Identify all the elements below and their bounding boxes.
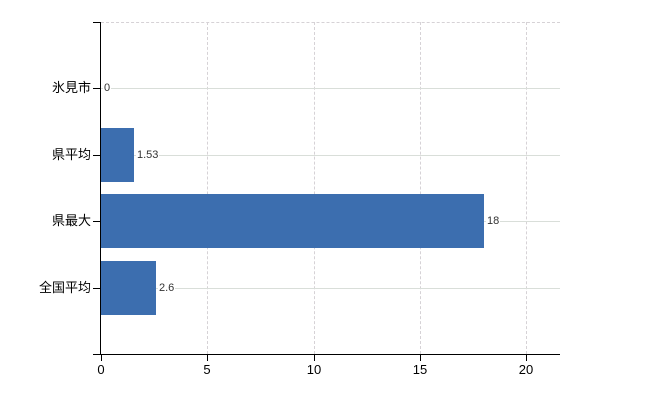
y-axis-tick xyxy=(93,155,100,156)
x-axis-tick xyxy=(526,355,527,361)
bar xyxy=(101,128,134,182)
category-label: 全国平均 xyxy=(38,280,91,295)
x-tick-label: 5 xyxy=(203,362,211,377)
x-tick-label: 15 xyxy=(412,362,428,377)
y-axis-line xyxy=(100,22,101,355)
y-axis-tick xyxy=(93,88,100,89)
x-axis-tick xyxy=(101,355,102,361)
category-label: 県平均 xyxy=(51,147,91,162)
x-axis-tick xyxy=(207,355,208,361)
grid-line-horizontal xyxy=(101,88,560,89)
value-label: 18 xyxy=(486,214,501,228)
x-tick-label: 10 xyxy=(306,362,322,377)
x-axis-tick xyxy=(314,355,315,361)
bar xyxy=(101,194,484,248)
value-label: 2.6 xyxy=(158,281,176,295)
grid-line-horizontal xyxy=(101,288,560,289)
x-axis-line xyxy=(93,354,560,355)
value-label: 1.53 xyxy=(136,148,160,162)
grid-line-vertical xyxy=(420,22,421,354)
y-axis-top-cap xyxy=(93,22,100,23)
x-tick-label: 20 xyxy=(518,362,534,377)
plot-top-border xyxy=(101,22,560,23)
grid-line-vertical xyxy=(314,22,315,354)
category-label: 県最大 xyxy=(51,213,91,228)
grid-line-horizontal xyxy=(101,155,560,156)
grid-line-vertical xyxy=(526,22,527,354)
value-label: 0 xyxy=(103,81,112,95)
x-axis-tick xyxy=(420,355,421,361)
y-axis-tick xyxy=(93,288,100,289)
x-tick-label: 0 xyxy=(97,362,105,377)
grid-line-vertical xyxy=(207,22,208,354)
bar xyxy=(101,261,156,315)
category-label: 氷見市 xyxy=(51,80,91,95)
y-axis-tick xyxy=(93,221,100,222)
